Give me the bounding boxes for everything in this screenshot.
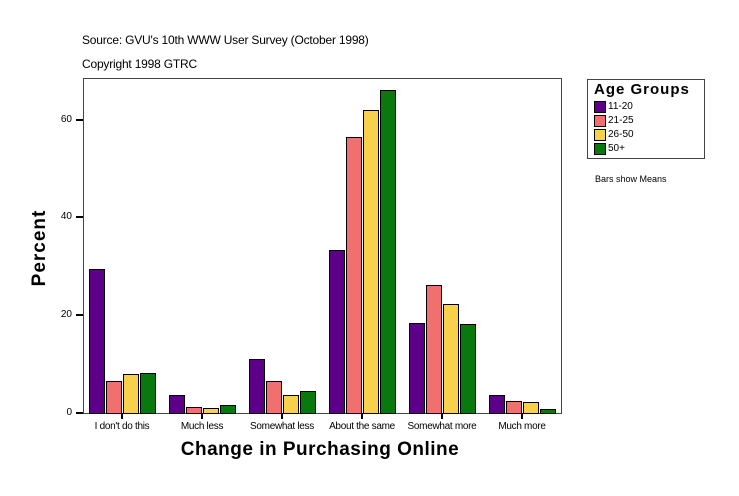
bar-21-25 [506,401,522,414]
legend-item-11-20: 11-20 [594,100,633,113]
legend-item-50-plus: 50+ [594,142,625,155]
bar-21-25 [266,381,282,414]
legend-swatch [594,142,606,155]
bar-21-25 [186,407,202,414]
legend-swatch [594,100,606,113]
bar-26-50 [203,408,219,414]
bar-11-20 [409,323,425,414]
x-axis-title: Change in Purchasing Online [180,439,460,460]
bar-50-plus [300,391,316,414]
legend-title: Age Groups [594,81,690,98]
legend-swatch [594,114,606,127]
x-tick-label: Somewhat more [407,421,477,432]
y-tick [76,314,83,317]
x-tick-label: About the same [329,421,395,432]
x-tick [201,413,203,419]
x-tick-label: Much more [498,421,546,432]
x-tick [361,413,363,419]
legend-label: 21-25 [608,115,634,126]
source-caption: Source: GVU's 10th WWW User Survey (Octo… [82,33,369,47]
plot-area [83,78,562,413]
x-tick-label: Somewhat less [250,421,314,432]
legend: Age Groups 11-20 21-25 26-50 50+ [587,79,705,159]
x-axis-line [76,413,562,414]
x-tick [521,413,523,419]
bar-50-plus [220,405,236,414]
bar-11-20 [169,395,185,414]
bar-11-20 [89,269,105,414]
bars-show-means-note: Bars show Means [595,174,667,184]
bar-50-plus [140,373,156,414]
legend-item-26-50: 26-50 [594,128,634,141]
y-tick-label: 0 [66,407,72,418]
bar-26-50 [123,374,139,414]
x-tick [441,413,443,419]
x-tick-label: I don't do this [94,421,150,432]
x-tick [281,413,283,419]
bar-26-50 [283,395,299,414]
legend-item-21-25: 21-25 [594,114,634,127]
y-axis-title: Percent [29,209,50,287]
y-tick-label: 40 [60,211,72,223]
legend-label: 26-50 [608,129,634,140]
legend-label: 50+ [608,143,625,154]
bar-50-plus [380,90,396,414]
bar-21-25 [106,381,122,414]
copyright-caption: Copyright 1998 GTRC [82,57,197,71]
bar-26-50 [443,304,459,414]
y-tick [76,216,83,219]
bar-11-20 [329,250,345,414]
bar-11-20 [489,395,505,414]
bar-50-plus [460,324,476,414]
bar-50-plus [540,409,556,414]
y-tick [76,412,83,414]
y-tick [76,118,83,121]
y-tick-label: 60 [60,113,72,125]
bar-11-20 [249,359,265,414]
x-tick [121,413,123,419]
bar-21-25 [346,137,362,414]
legend-label: 11-20 [608,101,633,112]
bar-26-50 [363,110,379,414]
x-tick-label: Much less [180,421,224,432]
legend-swatch [594,128,606,141]
bar-26-50 [523,402,539,414]
bar-21-25 [426,285,442,414]
y-tick-label: 20 [60,309,72,321]
